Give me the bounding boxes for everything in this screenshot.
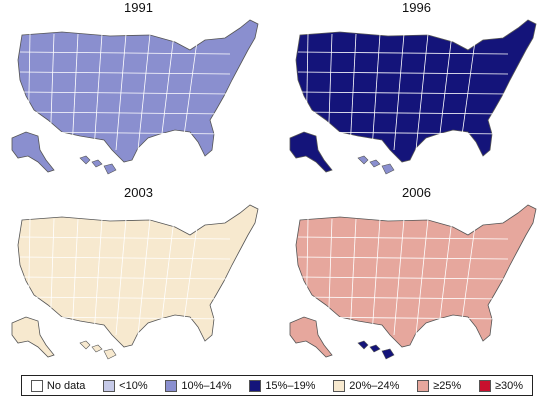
legend-label: 20%–24% [349, 379, 400, 392]
legend-swatch [30, 379, 43, 392]
us-map [289, 19, 537, 175]
legend-swatch [333, 379, 346, 392]
state-border [19, 276, 231, 280]
legend-item: ≥25% [417, 379, 462, 392]
state-border [19, 236, 231, 240]
state-border [297, 111, 509, 115]
alaska-shape [289, 131, 333, 173]
us-map [289, 204, 537, 360]
legend-label: <10% [119, 379, 148, 392]
state-border [93, 33, 103, 151]
legend-label: ≥30% [494, 379, 524, 392]
state-border [297, 256, 509, 260]
state-border [297, 51, 509, 55]
legend-label: No data [46, 379, 86, 392]
panel-title: 1991 [124, 0, 153, 15]
state-border [297, 131, 509, 135]
alaska-shape [289, 316, 333, 358]
state-border [297, 236, 509, 240]
state-border [349, 33, 357, 151]
map-group [289, 204, 537, 360]
contiguous-us-shape [17, 204, 259, 348]
legend-item: 10%–14% [165, 379, 232, 392]
state-border [297, 316, 509, 320]
state-border [371, 33, 381, 151]
legend-item: <10% [103, 379, 148, 392]
state-border [19, 316, 231, 320]
state-border [19, 111, 231, 115]
state-border [19, 296, 231, 300]
panel-title: 1996 [402, 0, 431, 15]
map-panel-1991: 1991 [0, 0, 277, 183]
hawaii-shape [357, 155, 395, 175]
contiguous-us-shape [17, 19, 259, 163]
state-border [297, 71, 509, 75]
legend-label: 10%–14% [181, 379, 232, 392]
state-border [371, 218, 381, 336]
state-border [19, 91, 231, 95]
legend-item: 20%–24% [333, 379, 400, 392]
alaska-shape [11, 316, 55, 358]
state-border [297, 91, 509, 95]
map-panel-2006: 2006 [278, 185, 555, 368]
legend-swatch [478, 379, 491, 392]
legend-label: 15%–19% [265, 379, 316, 392]
map-group [289, 19, 537, 175]
state-border [93, 218, 103, 336]
us-map [11, 19, 259, 175]
map-panel-2003: 2003 [0, 185, 277, 368]
state-border [297, 276, 509, 280]
state-border [19, 256, 231, 260]
panel-title: 2003 [124, 185, 153, 200]
state-border [19, 71, 231, 75]
legend: No data <10% 10%–14% 15%–19% 20%–24% ≥25… [21, 375, 533, 396]
hawaii-shape [79, 340, 117, 360]
legend-item: 15%–19% [249, 379, 316, 392]
legend-swatch [165, 379, 178, 392]
legend-swatch [103, 379, 116, 392]
contiguous-us-shape [295, 204, 537, 348]
legend-item: No data [30, 379, 86, 392]
state-border [19, 51, 231, 55]
map-group [11, 204, 259, 360]
state-border [297, 296, 509, 300]
legend-swatch [249, 379, 262, 392]
map-group [11, 19, 259, 175]
us-map [11, 204, 259, 360]
alaska-shape [11, 131, 55, 173]
hawaii-shape [79, 155, 117, 175]
state-border [19, 131, 231, 135]
state-border [71, 218, 79, 336]
legend-label: ≥25% [433, 379, 462, 392]
state-border [71, 33, 79, 151]
panel-title: 2006 [402, 185, 431, 200]
contiguous-us-shape [295, 19, 537, 163]
hawaii-shape [357, 340, 395, 360]
state-border [349, 218, 357, 336]
legend-swatch [417, 379, 430, 392]
legend-item: ≥30% [478, 379, 524, 392]
map-panel-1996: 1996 [278, 0, 555, 183]
